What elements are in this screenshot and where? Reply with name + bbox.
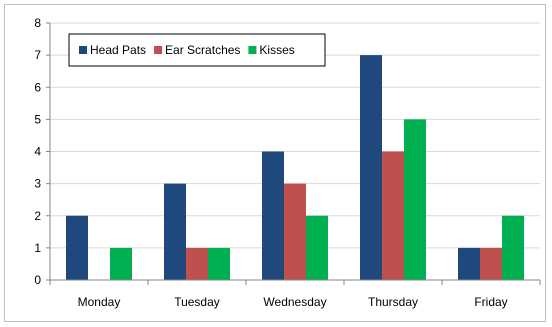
x-tick-label: Thursday xyxy=(368,295,418,309)
bar xyxy=(208,247,230,280)
legend: Head Pats Ear Scratches Kisses xyxy=(68,33,326,67)
legend-box xyxy=(68,33,326,67)
y-tick-label: 0 xyxy=(34,273,41,287)
legend-label: Kisses xyxy=(259,43,294,57)
y-tick-label: 3 xyxy=(34,177,41,191)
bar xyxy=(66,215,88,280)
y-tick-label: 1 xyxy=(34,241,41,255)
y-tick-label: 7 xyxy=(34,48,41,62)
x-tick-label: Monday xyxy=(78,295,121,309)
legend-swatch xyxy=(248,46,257,54)
bar xyxy=(262,151,284,280)
axis-labels: 0 1 2 3 4 5 6 7 8 Monday Tuesday Wednesday Thursday F… xyxy=(34,16,507,309)
y-tick-label: 5 xyxy=(34,112,41,126)
x-tick-label: Wednesday xyxy=(263,295,326,309)
legend-swatch xyxy=(154,46,163,54)
bar xyxy=(306,215,328,280)
bar xyxy=(110,247,132,280)
x-tick-label: Friday xyxy=(474,295,507,309)
bar xyxy=(480,247,502,280)
legend-label: Head Pats xyxy=(90,43,146,57)
bar xyxy=(360,55,382,280)
axes xyxy=(46,22,541,285)
x-tick-label: Tuesday xyxy=(174,295,220,309)
bars xyxy=(66,55,524,280)
bar xyxy=(404,119,426,280)
y-tick-label: 8 xyxy=(34,16,41,30)
legend-swatch xyxy=(79,46,87,54)
bar xyxy=(186,247,208,280)
y-tick-label: 2 xyxy=(34,209,41,223)
bar xyxy=(458,247,480,280)
bar xyxy=(382,151,404,280)
y-tick-label: 4 xyxy=(34,145,41,159)
legend-label: Ear Scratches xyxy=(165,43,240,57)
bar xyxy=(502,215,524,280)
bar xyxy=(284,183,306,280)
y-tick-label: 6 xyxy=(34,80,41,94)
bar xyxy=(164,183,186,280)
